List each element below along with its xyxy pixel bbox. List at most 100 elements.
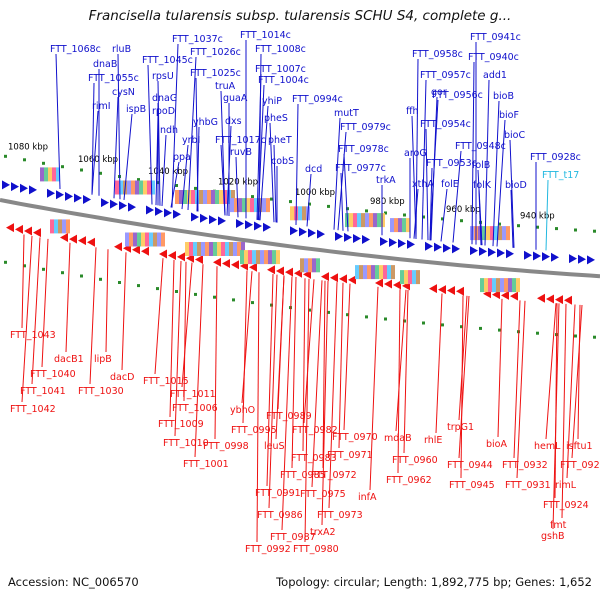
reverse-gene-arrow — [564, 295, 572, 305]
forward-gene-arrow — [398, 238, 406, 248]
gene-leader-line — [117, 53, 121, 200]
forward-gene-arrow — [56, 190, 64, 200]
forward-gene-arrow — [569, 254, 577, 264]
reverse-gene-arrow — [159, 249, 167, 259]
feature-block — [131, 180, 135, 195]
reverse-gene-arrow — [339, 274, 347, 284]
gene-leader-line — [181, 262, 193, 388]
feature-block — [127, 180, 131, 195]
reverse-gene-arrow — [213, 257, 221, 267]
gene-leader-line — [397, 289, 401, 474]
gene-label-forward: rpsU — [152, 71, 174, 82]
gene-label-forward: FTT_1007c — [255, 64, 306, 75]
feature-block — [233, 242, 237, 256]
feature-block — [381, 213, 385, 228]
forward-gene-arrow — [497, 248, 505, 258]
reverse-gene-arrow — [276, 266, 284, 276]
reverse-gene-arrow — [537, 293, 545, 303]
gene-leader-line — [338, 282, 344, 449]
feature-block — [502, 226, 506, 241]
feature-block — [266, 198, 270, 213]
forward-gene-arrow — [542, 252, 550, 262]
reverse-gene-arrow — [33, 228, 41, 238]
gene-label-reverse: FTT_1041 — [20, 386, 66, 397]
feature-block — [223, 190, 227, 204]
forward-gene-arrow — [119, 201, 127, 211]
gene-label-forward: FTT_1055c — [88, 73, 139, 84]
gene-leader-line — [337, 131, 347, 231]
track-dot — [251, 301, 254, 305]
gene-label-forward: FTT_0957c — [420, 70, 471, 81]
feature-block — [496, 278, 500, 293]
feature-block — [143, 180, 147, 195]
gene-leader-line — [31, 237, 41, 385]
forward-gene-arrow — [245, 220, 253, 230]
feature-block — [240, 250, 244, 265]
track-dot — [403, 319, 406, 323]
gene-leader-line — [268, 274, 278, 509]
feature-block — [129, 232, 133, 247]
gene-leader-line — [429, 167, 433, 241]
track-dot — [232, 298, 235, 302]
track-dot — [365, 315, 368, 319]
gene-leader-line — [343, 283, 351, 431]
gene-label-reverse: FTT_0989 — [266, 411, 312, 422]
track-dot — [23, 158, 26, 162]
gene-label-forward: bioB — [493, 91, 514, 102]
feature-block — [406, 218, 410, 233]
gene-leader-line — [497, 298, 503, 438]
feature-block — [416, 270, 420, 285]
gene-leader-line — [214, 266, 218, 440]
gene-label-reverse: gshB — [541, 531, 565, 542]
feature-block — [355, 265, 359, 280]
gene-label-forward: FTT_0979c — [340, 122, 391, 133]
feature-block — [197, 242, 201, 256]
gene-leader-line — [369, 286, 379, 491]
reverse-gene-arrow — [6, 223, 14, 233]
gene-label-forward: bioF — [499, 110, 519, 121]
track-dot — [327, 204, 330, 208]
feature-block — [371, 265, 375, 280]
gene-label-reverse: FTT_1030 — [78, 386, 124, 397]
gene-label-forward: ispB — [126, 104, 146, 115]
gene-label-reverse: FTT_0986 — [257, 510, 303, 521]
track-dot — [574, 228, 577, 232]
gene-leader-line — [440, 188, 448, 242]
gene-label-forward: ndh — [160, 125, 178, 136]
gene-label-reverse: bioA — [486, 439, 507, 450]
reverse-gene-arrow — [267, 265, 275, 275]
forward-gene-arrow — [29, 185, 37, 195]
track-dot — [289, 200, 292, 204]
reverse-gene-arrow — [321, 272, 329, 282]
gene-label-reverse: trxA2 — [310, 527, 336, 538]
gene-leader-line — [513, 300, 521, 459]
gene-label-forward: guaA — [223, 93, 248, 104]
gene-label-reverse: FTT_1006 — [172, 403, 218, 414]
gene-label-forward: rimI — [92, 101, 111, 112]
feature-block — [363, 265, 367, 280]
feature-block — [209, 242, 213, 256]
forward-gene-arrow — [20, 183, 28, 193]
track-dot — [422, 215, 425, 219]
feature-block — [383, 265, 387, 280]
reverse-gene-arrow — [429, 284, 437, 294]
feature-block — [125, 232, 129, 247]
feature-block — [147, 180, 151, 195]
track-dot — [137, 284, 140, 288]
feature-block — [54, 219, 58, 234]
gene-leader-line — [545, 179, 549, 251]
track-dot — [156, 287, 159, 291]
genome-stats-text: Topology: circular; Length: 1,892,775 bp… — [276, 575, 592, 589]
gene-leader-line — [545, 303, 557, 440]
gene-label-reverse: rimL — [555, 480, 577, 491]
track-dot — [460, 219, 463, 223]
gene-label-reverse: FTT_1015 — [143, 376, 189, 387]
forward-gene-arrow — [218, 216, 226, 226]
track-dot — [517, 224, 520, 228]
feature-block — [512, 278, 516, 293]
feature-block — [231, 190, 235, 204]
forward-gene-arrow — [263, 222, 271, 232]
forward-gene-arrow — [173, 209, 181, 219]
gene-label-forward: truA — [215, 81, 236, 92]
gene-label-reverse: FTT_0962 — [386, 475, 432, 486]
